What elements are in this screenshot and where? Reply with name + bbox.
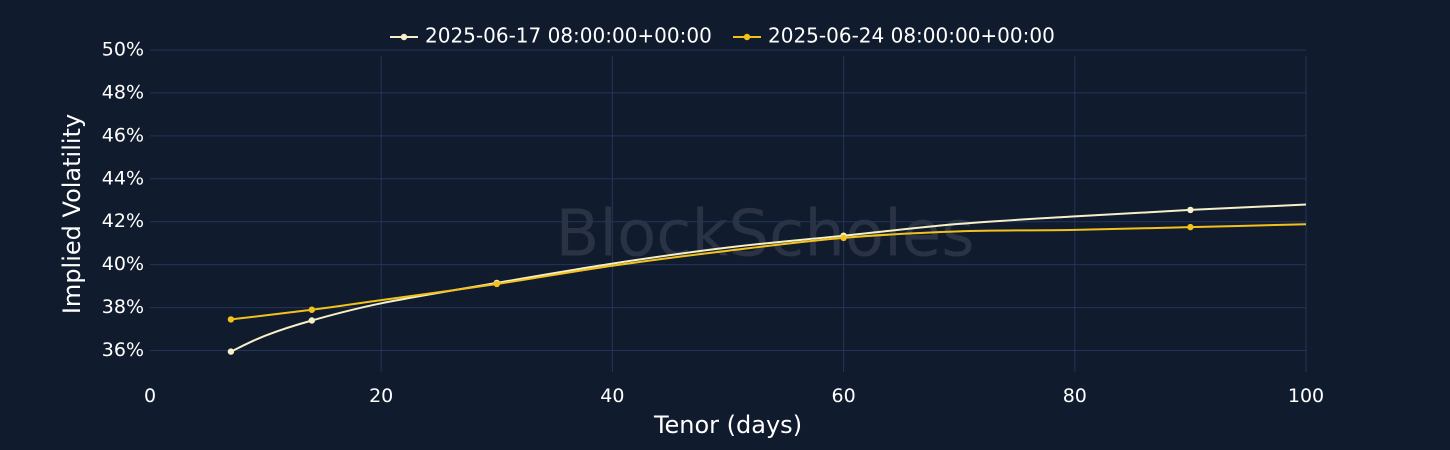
x-tick-label: 40	[600, 385, 624, 407]
x-axis-title: Tenor (days)	[653, 411, 802, 439]
series-layer	[227, 203, 1307, 355]
legend-swatch-marker	[743, 33, 751, 41]
data-point	[227, 348, 235, 355]
data-point	[1187, 206, 1194, 214]
x-tick-label: 100	[1288, 385, 1324, 407]
data-point	[308, 317, 316, 324]
series-line	[230, 223, 1307, 321]
data-point	[1187, 223, 1194, 231]
y-tick-label: 36%	[102, 339, 144, 361]
y-axis-title: Implied Volatility	[58, 114, 86, 314]
legend-label: 2025-06-17 08:00:00+00:00	[425, 24, 712, 48]
x-axis: 0 20 40 60 80 100	[144, 385, 1324, 407]
y-tick-label: 50%	[102, 39, 144, 61]
x-tick-label: 60	[832, 385, 856, 407]
y-tick-label: 44%	[102, 167, 144, 189]
y-tick-label: 38%	[102, 296, 144, 318]
data-point	[840, 234, 847, 242]
data-point	[308, 306, 316, 313]
series-2	[227, 223, 1307, 323]
data-point	[493, 280, 500, 288]
y-axis: 36% 38% 40% 42% 44% 46% 48% 50%	[102, 39, 144, 362]
y-tick-label: 48%	[102, 81, 144, 103]
legend-label: 2025-06-24 08:00:00+00:00	[768, 24, 1055, 48]
legend-item-1[interactable]: 2025-06-17 08:00:00+00:00	[390, 24, 712, 48]
y-tick-label: 46%	[102, 124, 144, 146]
gridlines	[150, 49, 1307, 372]
legend-item-2[interactable]: 2025-06-24 08:00:00+00:00	[733, 24, 1055, 48]
legend[interactable]: 2025-06-17 08:00:00+00:00 2025-06-24 08:0…	[390, 24, 1055, 48]
x-tick-label: 80	[1063, 385, 1087, 407]
legend-swatch-marker	[400, 33, 408, 41]
watermark: BlockScholes	[555, 198, 974, 272]
y-tick-label: 42%	[102, 210, 144, 232]
y-tick-label: 40%	[102, 253, 144, 275]
x-tick-label: 20	[369, 385, 393, 407]
data-point	[227, 316, 235, 323]
series-line	[230, 203, 1307, 353]
x-tick-label: 0	[144, 385, 156, 407]
